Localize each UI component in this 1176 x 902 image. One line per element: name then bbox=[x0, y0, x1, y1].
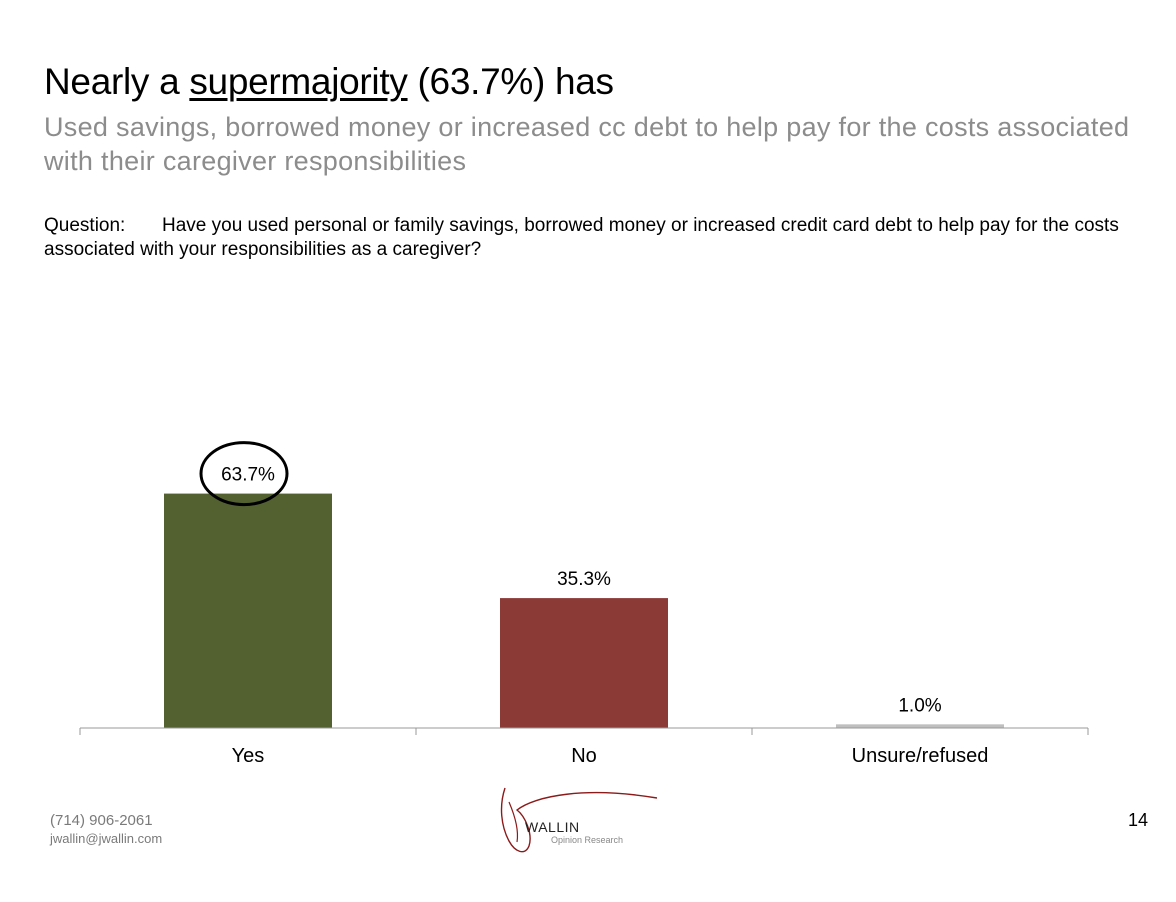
company-logo: WALLIN Opinion Research bbox=[495, 786, 665, 858]
logo-name: WALLIN bbox=[525, 819, 580, 835]
category-label: No bbox=[571, 745, 597, 767]
contact-phone: (714) 906-2061 bbox=[50, 812, 153, 829]
category-label: Unsure/refused bbox=[852, 745, 989, 767]
subtitle: Used savings, borrowed money or increase… bbox=[44, 112, 1130, 176]
headline-suffix: (63.7%) has bbox=[407, 61, 615, 102]
logo-tagline: Opinion Research bbox=[551, 835, 624, 845]
data-label: 1.0% bbox=[898, 695, 941, 716]
bar-no bbox=[500, 598, 668, 728]
headline: Nearly a supermajority (63.7%) has bbox=[44, 58, 614, 106]
contact-info: (714) 906-2061 jwallin@jwallin.com bbox=[50, 812, 162, 848]
headline-prefix: Nearly a bbox=[44, 61, 190, 102]
question: Question: Have you used personal or famil… bbox=[44, 214, 1134, 262]
question-label: Question: bbox=[44, 215, 126, 236]
question-text: Have you used personal or family savings… bbox=[44, 215, 1119, 260]
page-number: 14 bbox=[1128, 810, 1149, 830]
headline-highlight: supermajority bbox=[189, 61, 408, 102]
category-label: Yes bbox=[232, 745, 265, 767]
bar-chart: 63.7% Yes 35.3% No 1.0% Unsure/refused bbox=[79, 441, 1089, 767]
data-label: 35.3% bbox=[557, 569, 611, 590]
data-label: 63.7% bbox=[221, 465, 275, 486]
highlight-circle bbox=[199, 441, 289, 507]
bar-yes bbox=[164, 493, 332, 728]
contact-email: jwallin@jwallin.com bbox=[50, 831, 163, 846]
bar-unsure-refused bbox=[836, 724, 1004, 728]
logo-signature-icon bbox=[500, 787, 658, 853]
